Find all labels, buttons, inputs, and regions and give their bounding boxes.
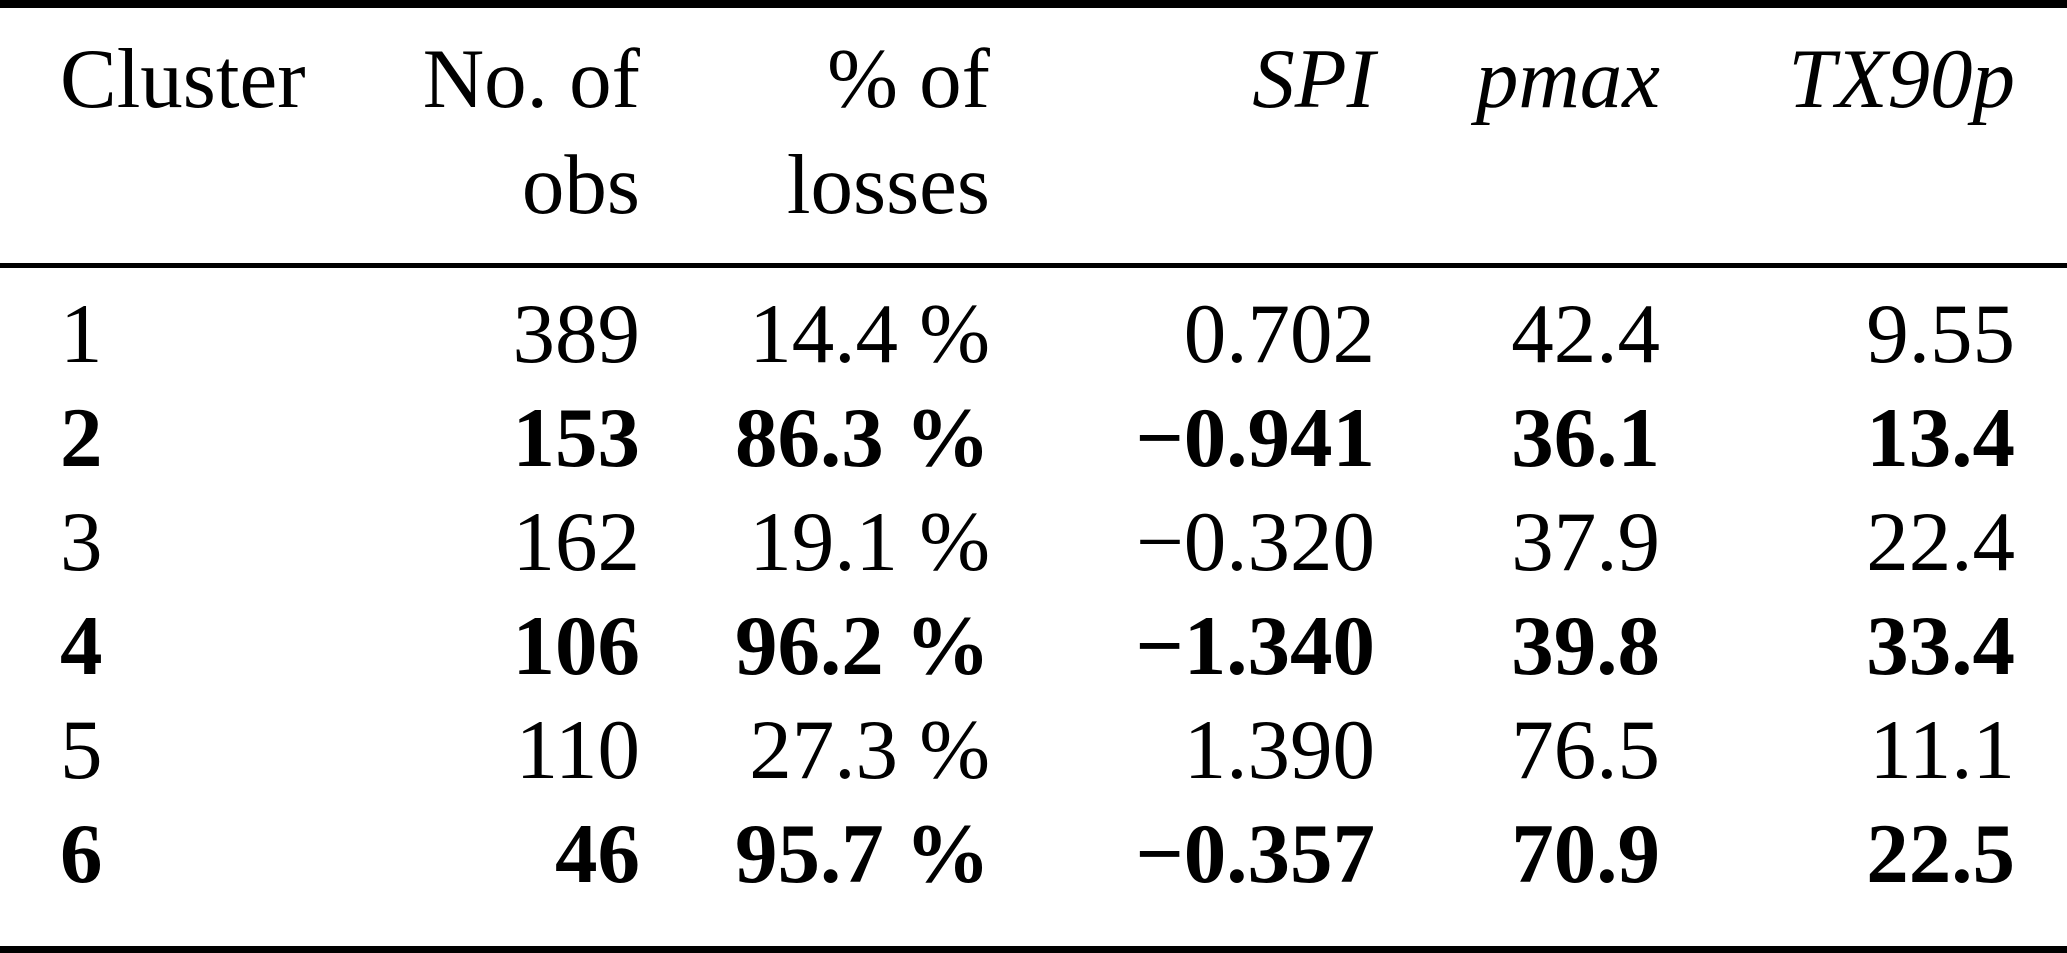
table-bottom-rule [0, 946, 2067, 953]
cell-obs: 110 [515, 703, 640, 797]
header-spi: SPI [990, 26, 1375, 263]
cell-obs: 153 [512, 391, 641, 485]
header-no-of-obs: No. of obs [370, 26, 640, 263]
cell-losses: 19.1 % [749, 495, 990, 589]
cell-tx90p: 11.1 [1869, 703, 2015, 797]
header-pct-of-losses: % of losses [640, 26, 990, 263]
cell-spi: −1.340 [1135, 599, 1375, 693]
cell-pmax: 39.8 [1511, 599, 1660, 693]
cell-cluster: 1 [60, 287, 103, 381]
cell-spi: −0.941 [1135, 391, 1375, 485]
header-pmax: pmax [1375, 26, 1660, 263]
table-row-cluster-3: 3 162 19.1 % −0.320 37.9 22.4 [0, 490, 2067, 594]
cell-tx90p: 13.4 [1866, 391, 2015, 485]
cell-cluster: 5 [60, 703, 103, 797]
header-cluster-label: Cluster [60, 32, 306, 126]
table-row-cluster-4: 4 106 96.2 % −1.340 39.8 33.4 [0, 594, 2067, 698]
table-header-rule [0, 263, 2067, 268]
header-pmax-label: pmax [1475, 32, 1660, 126]
cell-spi: −0.357 [1135, 807, 1375, 901]
cell-tx90p: 22.5 [1866, 807, 2015, 901]
cell-tx90p: 22.4 [1866, 495, 2015, 589]
table-top-rule [0, 0, 2067, 8]
cell-obs: 106 [512, 599, 641, 693]
cell-cluster: 2 [60, 391, 103, 485]
header-obs-line1: No. of [422, 32, 640, 126]
header-tx90p-label: TX90p [1788, 32, 2015, 126]
table-header-row: Cluster No. of obs % of losses SPI pmax … [0, 8, 2067, 263]
cell-spi: −0.320 [1135, 495, 1375, 589]
cell-tx90p: 9.55 [1866, 287, 2015, 381]
table-row-cluster-6: 6 46 95.7 % −0.357 70.9 22.5 [0, 802, 2067, 906]
table-row-cluster-1: 1 389 14.4 % 0.702 42.4 9.55 [0, 282, 2067, 386]
table-row-cluster-2: 2 153 86.3 % −0.941 36.1 13.4 [0, 386, 2067, 490]
cell-losses: 27.3 % [749, 703, 990, 797]
cell-losses: 95.7 % [735, 807, 990, 901]
cell-pmax: 36.1 [1511, 391, 1660, 485]
cell-obs: 389 [512, 287, 641, 381]
cell-pmax: 37.9 [1511, 495, 1660, 589]
cell-spi: 1.390 [1183, 703, 1375, 797]
header-tx90p: TX90p [1660, 26, 2015, 263]
cell-spi: 0.702 [1183, 287, 1375, 381]
cell-losses: 86.3 % [735, 391, 990, 485]
cell-pmax: 70.9 [1511, 807, 1660, 901]
cell-cluster: 6 [60, 807, 103, 901]
header-obs-line2: obs [521, 138, 640, 232]
cell-pmax: 76.5 [1511, 703, 1660, 797]
table-row-cluster-5: 5 110 27.3 % 1.390 76.5 11.1 [0, 698, 2067, 802]
cell-pmax: 42.4 [1511, 287, 1660, 381]
table-body: 1 389 14.4 % 0.702 42.4 9.55 2 153 86.3 … [0, 268, 2067, 906]
header-spi-label: SPI [1252, 32, 1375, 126]
cell-losses: 96.2 % [735, 599, 990, 693]
cell-losses: 14.4 % [749, 287, 990, 381]
cell-cluster: 4 [60, 599, 103, 693]
cell-obs: 162 [512, 495, 641, 589]
header-losses-line1: % of [827, 32, 990, 126]
cell-tx90p: 33.4 [1866, 599, 2015, 693]
header-losses-line2: losses [786, 138, 990, 232]
cell-obs: 46 [555, 807, 640, 901]
header-cluster: Cluster [60, 26, 370, 263]
cell-cluster: 3 [60, 495, 103, 589]
